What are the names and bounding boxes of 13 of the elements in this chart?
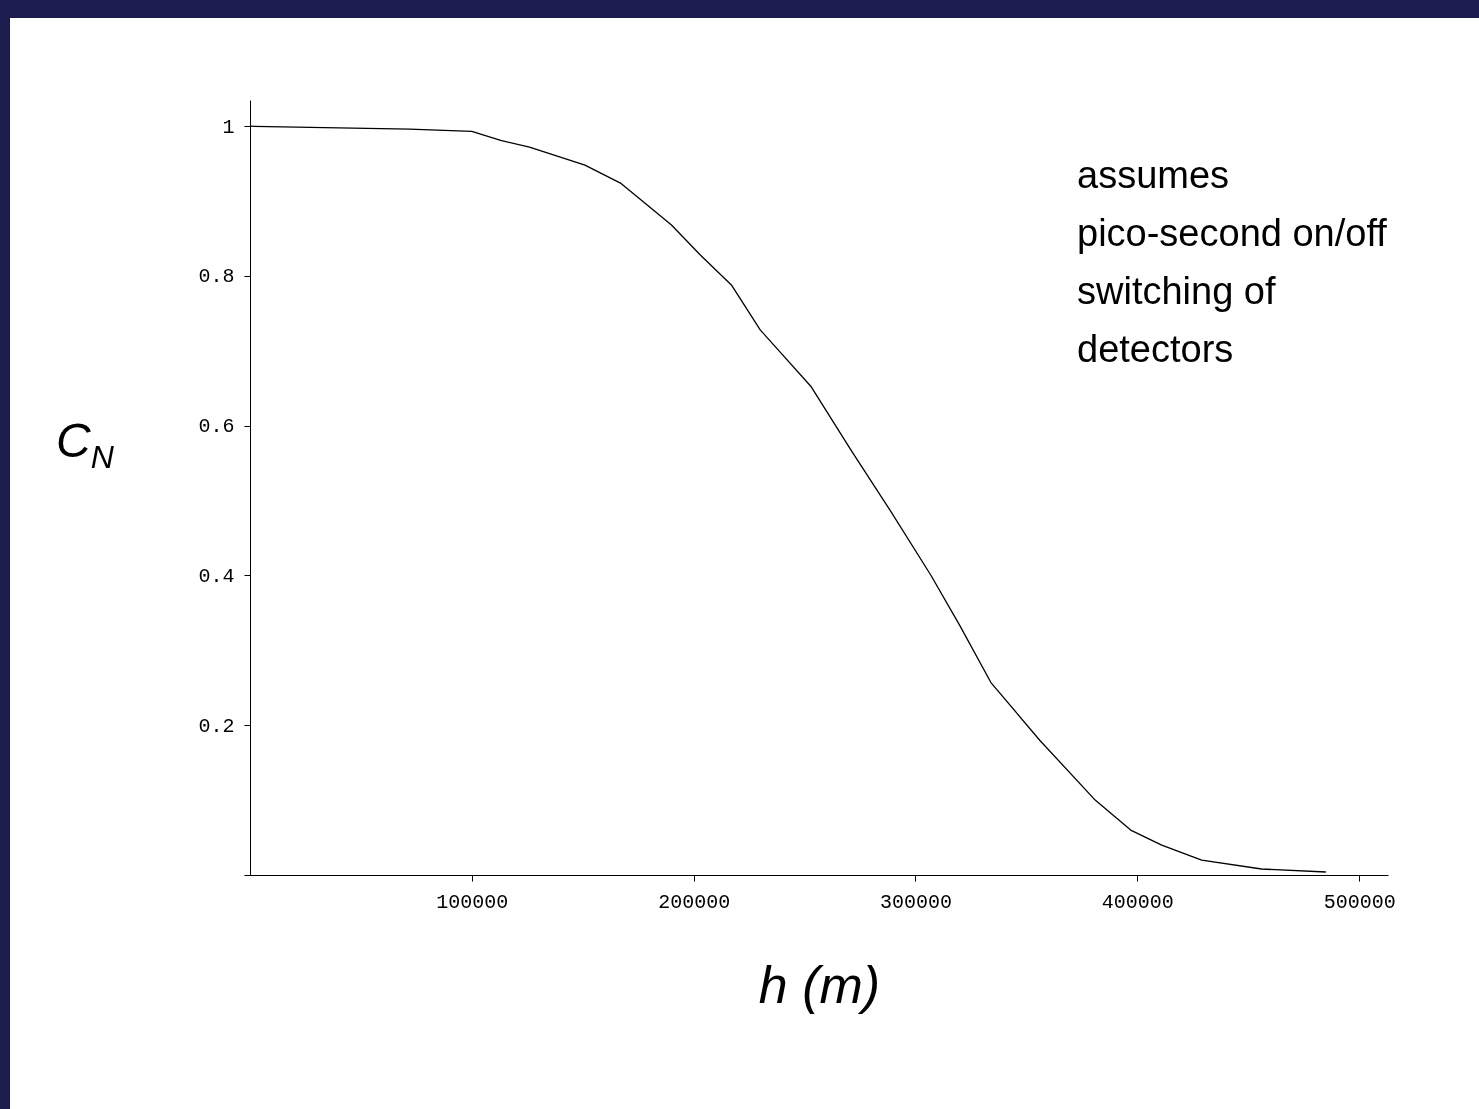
x-tick-label: 500000	[1323, 890, 1396, 914]
x-tick-label: 200000	[658, 890, 731, 914]
y-tick-label: 0.2	[198, 714, 235, 738]
x-tick-label: 400000	[1101, 890, 1174, 914]
x-axis-title: h (m)	[758, 955, 881, 1014]
x-tick-label: 100000	[436, 890, 509, 914]
y-tick-label: 0.8	[198, 265, 235, 289]
text: assumes pico-second on/off switching of detectors	[1077, 154, 1387, 370]
y-tick-label: 1	[222, 115, 235, 139]
y-tick-label: 0.4	[198, 564, 235, 588]
x-tick-label: 300000	[879, 890, 952, 914]
y-tick-label: 0.6	[198, 415, 235, 439]
y-axis-title: C$_{N}$	[56, 413, 114, 476]
